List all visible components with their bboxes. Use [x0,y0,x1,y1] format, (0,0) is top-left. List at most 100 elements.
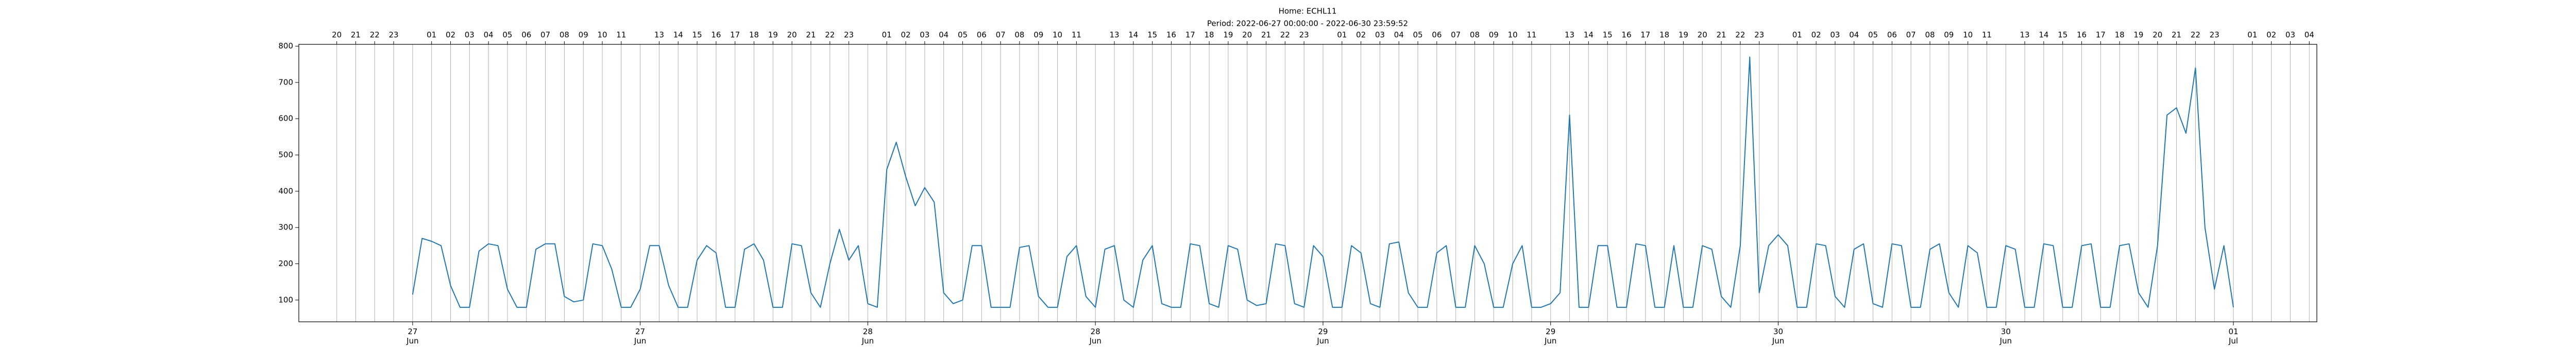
x2-tick-label: 10 [1053,30,1062,40]
y-tick-label: 700 [278,77,293,87]
y-tick-label: 600 [278,114,293,123]
x2-tick-label: 20 [787,30,797,40]
x2-tick-label: 21 [806,30,816,40]
x2-tick-label: 13 [1109,30,1119,40]
x2-tick-label: 15 [1603,30,1613,40]
x2-tick-label: 16 [1621,30,1631,40]
y-tick-label: 200 [278,259,293,268]
x2-tick-label: 23 [1299,30,1309,40]
x2-tick-label: 11 [1072,30,1081,40]
x2-tick-label: 02 [446,30,455,40]
x2-tick-label: 03 [920,30,929,40]
x2-tick-label: 04 [2304,30,2314,40]
x-tick-label: 01 Jul [2228,327,2239,346]
x-tick-label: 29 Jun [1544,327,1557,346]
x2-tick-label: 15 [2058,30,2067,40]
x2-tick-label: 11 [1982,30,1992,40]
plot-frame [298,44,2317,322]
x2-tick-label: 06 [1432,30,1442,40]
x2-tick-label: 13 [1565,30,1574,40]
x2-tick-label: 04 [939,30,948,40]
x2-tick-label: 08 [560,30,569,40]
x2-tick-label: 01 [1337,30,1347,40]
x2-tick-label: 11 [1527,30,1536,40]
x2-tick-label: 22 [1735,30,1745,40]
x2-tick-label: 17 [2096,30,2106,40]
x2-tick-label: 02 [1356,30,1366,40]
y-tick-label: 400 [278,186,293,195]
x2-tick-label: 08 [1925,30,1935,40]
x2-tick-label: 18 [749,30,759,40]
x2-tick-label: 02 [1811,30,1821,40]
y-tick-label: 800 [278,41,293,51]
x2-tick-label: 19 [2133,30,2143,40]
x2-tick-label: 04 [484,30,494,40]
x2-tick-label: 09 [1944,30,1954,40]
x2-tick-label: 17 [1640,30,1650,40]
x2-tick-label: 05 [1413,30,1422,40]
x2-tick-label: 23 [1754,30,1764,40]
x2-tick-label: 02 [901,30,910,40]
x2-tick-label: 03 [465,30,474,40]
x2-tick-label: 19 [1679,30,1688,40]
x2-tick-label: 06 [977,30,987,40]
x2-tick-label: 10 [1963,30,1973,40]
x2-tick-label: 05 [502,30,512,40]
x-tick-label: 27 Jun [634,327,647,346]
x2-tick-label: 01 [427,30,436,40]
y-tick-label: 100 [278,295,293,304]
x2-tick-label: 23 [389,30,399,40]
x2-tick-label: 09 [1489,30,1499,40]
chart-subtitle: Period: 2022-06-27 00:00:00 - 2022-06-30… [1207,19,1408,28]
x2-tick-label: 22 [1280,30,1290,40]
x2-tick-label: 09 [579,30,588,40]
data-line [412,56,2234,308]
x2-tick-label: 21 [1716,30,1726,40]
x-tick-label: 30 Jun [1999,327,2012,346]
x2-tick-label: 16 [711,30,721,40]
x2-tick-label: 13 [2020,30,2030,40]
x2-tick-label: 08 [1470,30,1480,40]
x2-tick-label: 01 [882,30,892,40]
x2-tick-label: 18 [1205,30,1214,40]
x2-tick-label: 09 [1033,30,1043,40]
y-tick-label: 300 [278,223,293,232]
x2-tick-label: 21 [1261,30,1271,40]
x2-tick-label: 07 [996,30,1006,40]
x2-tick-label: 22 [825,30,835,40]
x2-tick-label: 20 [332,30,342,40]
x2-tick-label: 20 [1242,30,1252,40]
x2-tick-label: 06 [521,30,531,40]
x2-tick-label: 21 [2172,30,2181,40]
x2-tick-label: 22 [2191,30,2200,40]
x2-tick-label: 07 [1906,30,1916,40]
x2-tick-label: 11 [616,30,626,40]
x2-tick-label: 22 [370,30,380,40]
x2-tick-label: 15 [1147,30,1157,40]
x2-tick-label: 13 [654,30,664,40]
x2-tick-label: 14 [1584,30,1594,40]
x2-tick-label: 07 [540,30,550,40]
x2-tick-label: 06 [1887,30,1897,40]
x2-tick-label: 05 [1868,30,1878,40]
x2-tick-label: 03 [1375,30,1385,40]
x-tick-label: 28 Jun [861,327,874,346]
x2-tick-label: 14 [2039,30,2048,40]
y-tick-label: 500 [278,150,293,159]
x-tick-label: 29 Jun [1317,327,1329,346]
x2-tick-label: 17 [1185,30,1195,40]
x2-tick-label: 03 [1830,30,1840,40]
x2-tick-label: 20 [2153,30,2162,40]
x2-tick-label: 03 [2285,30,2295,40]
x2-tick-label: 07 [1451,30,1461,40]
x2-tick-label: 10 [1508,30,1518,40]
x-tick-label: 27 Jun [406,327,419,346]
x2-tick-label: 20 [1698,30,1707,40]
x2-tick-label: 17 [730,30,740,40]
x2-tick-label: 16 [1166,30,1176,40]
x2-tick-label: 18 [1659,30,1669,40]
x2-tick-label: 21 [351,30,361,40]
x2-tick-label: 19 [768,30,778,40]
